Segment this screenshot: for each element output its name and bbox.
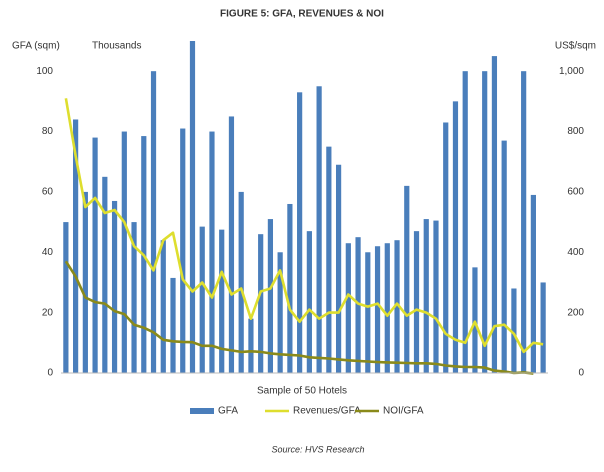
y-tick-label: 60 [42, 187, 54, 198]
y2-tick-label: 600 [567, 187, 584, 198]
bar [131, 222, 137, 373]
bar [306, 231, 312, 373]
bar [394, 240, 400, 373]
bar [443, 122, 449, 373]
bar [209, 131, 215, 373]
y-tick-label: 80 [42, 126, 54, 137]
bar [521, 71, 527, 373]
y-tick-label: 0 [47, 368, 53, 379]
y-axis-label: GFA (sqm) [12, 41, 60, 52]
bar [199, 226, 205, 373]
bar [277, 252, 283, 373]
bar [287, 203, 293, 373]
bar [452, 101, 459, 373]
bar [326, 146, 332, 373]
bar [472, 267, 478, 373]
line [64, 260, 534, 375]
bar [73, 119, 79, 374]
bar [228, 116, 235, 374]
bar [491, 56, 498, 373]
bar [267, 219, 274, 373]
y2-tick-label: 200 [567, 307, 584, 318]
bar [345, 243, 351, 373]
bar [482, 71, 488, 373]
bar [433, 220, 439, 373]
bar [384, 243, 390, 373]
bar [92, 137, 98, 373]
line [64, 98, 544, 354]
bar [150, 71, 157, 373]
y-tick-label: 40 [42, 247, 54, 258]
y2-tick-label: 1,000 [559, 66, 584, 77]
y2-tick-label: 400 [567, 247, 584, 258]
bar [258, 234, 264, 373]
bar [121, 131, 127, 373]
bar [160, 240, 166, 373]
y-tick-label: 100 [36, 66, 53, 77]
bar [111, 200, 118, 373]
bar [540, 282, 546, 373]
legend: GFA Revenues/GFA NOI/GFA [190, 406, 424, 417]
bar [404, 185, 410, 373]
bar [170, 277, 176, 373]
bar [365, 252, 371, 373]
y2-tick-label: 800 [567, 126, 584, 137]
bar [423, 219, 429, 373]
bar [297, 92, 303, 374]
bar [219, 229, 225, 373]
legend-label: NOI/GFA [383, 406, 424, 417]
bar [82, 191, 88, 373]
legend-swatch [190, 408, 214, 414]
y-axis-unit: Thousands [92, 41, 141, 52]
y2-axis-label: US$/sqm [555, 41, 596, 52]
bar [530, 194, 536, 373]
source-note: Source: HVS Research [271, 444, 364, 454]
legend-label: GFA [218, 406, 238, 417]
legend-label: Revenues/GFA [293, 406, 361, 417]
bar [248, 318, 254, 373]
chart-title: FIGURE 5: GFA, REVENUES & NOI [220, 9, 384, 20]
bar [180, 128, 186, 373]
bar [238, 191, 244, 373]
bar [501, 140, 507, 373]
bar [63, 222, 69, 373]
bar [102, 176, 108, 373]
bar [189, 41, 196, 373]
y2-tick-label: 0 [578, 368, 584, 379]
bar [511, 288, 517, 373]
bar [335, 164, 342, 373]
bar [374, 246, 381, 373]
bar [316, 86, 322, 373]
y-tick-label: 20 [42, 307, 54, 318]
bar [355, 237, 361, 373]
x-axis-label: Sample of 50 Hotels [257, 386, 347, 397]
bar [462, 71, 468, 373]
bar [413, 231, 420, 373]
